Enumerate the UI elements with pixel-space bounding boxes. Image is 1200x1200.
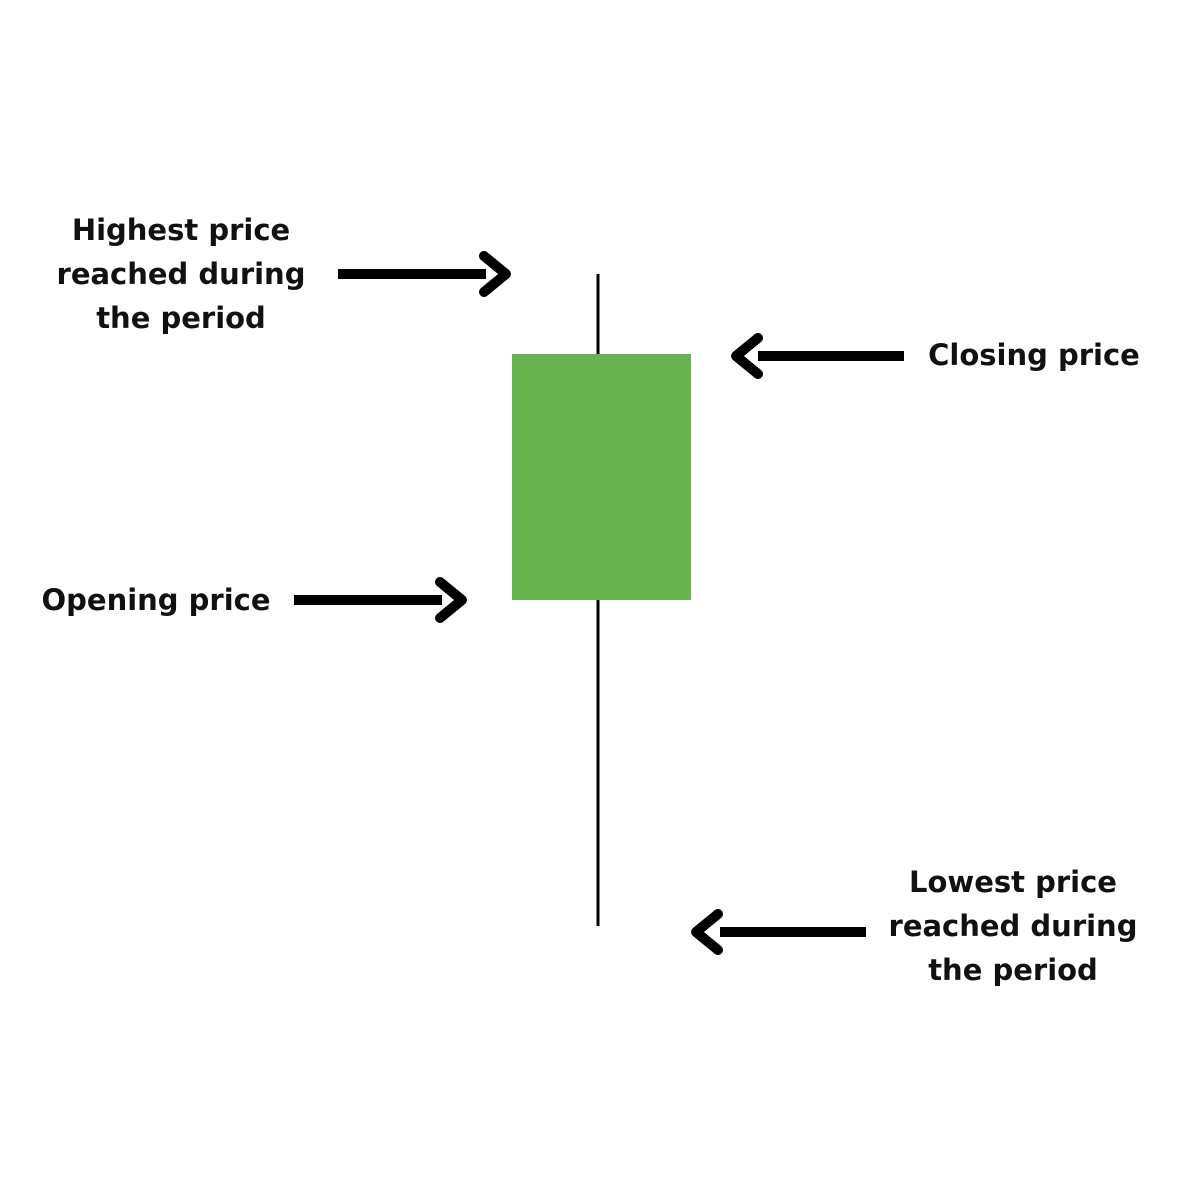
- highest-price-label-line: the period: [96, 301, 266, 335]
- opening-price-label: Opening price: [36, 578, 276, 622]
- lowest-price-label-line: Lowest price: [909, 865, 1117, 899]
- low-arrow-icon: [691, 909, 866, 955]
- closing-price-label-text: Closing price: [928, 338, 1140, 372]
- opening-price-label-text: Opening price: [41, 583, 271, 617]
- highest-price-label: Highest price reached during the period: [40, 208, 322, 340]
- lowest-price-label-line: the period: [928, 953, 1098, 987]
- open-arrow-icon: [294, 577, 467, 623]
- lowest-price-label-line: reached during: [888, 909, 1138, 943]
- highest-price-label-line: Highest price: [71, 213, 291, 247]
- high-arrow-icon: [338, 251, 511, 297]
- closing-price-label: Closing price: [924, 333, 1144, 377]
- candle-body: [512, 354, 691, 600]
- highest-price-label-line: reached during: [56, 257, 306, 291]
- lowest-price-label: Lowest price reached during the period: [880, 860, 1146, 992]
- close-arrow-icon: [731, 333, 904, 379]
